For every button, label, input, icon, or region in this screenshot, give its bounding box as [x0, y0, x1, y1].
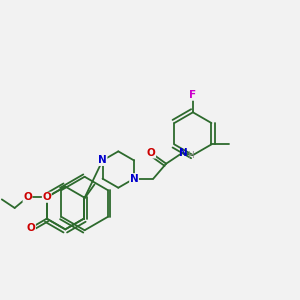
Text: F: F	[189, 90, 197, 100]
Text: O: O	[27, 223, 35, 233]
Text: H: H	[187, 151, 194, 160]
Text: N: N	[98, 155, 107, 166]
Text: O: O	[23, 192, 32, 202]
Text: N: N	[179, 148, 188, 158]
Text: O: O	[147, 148, 156, 158]
Text: N: N	[130, 174, 138, 184]
Text: O: O	[42, 192, 51, 202]
